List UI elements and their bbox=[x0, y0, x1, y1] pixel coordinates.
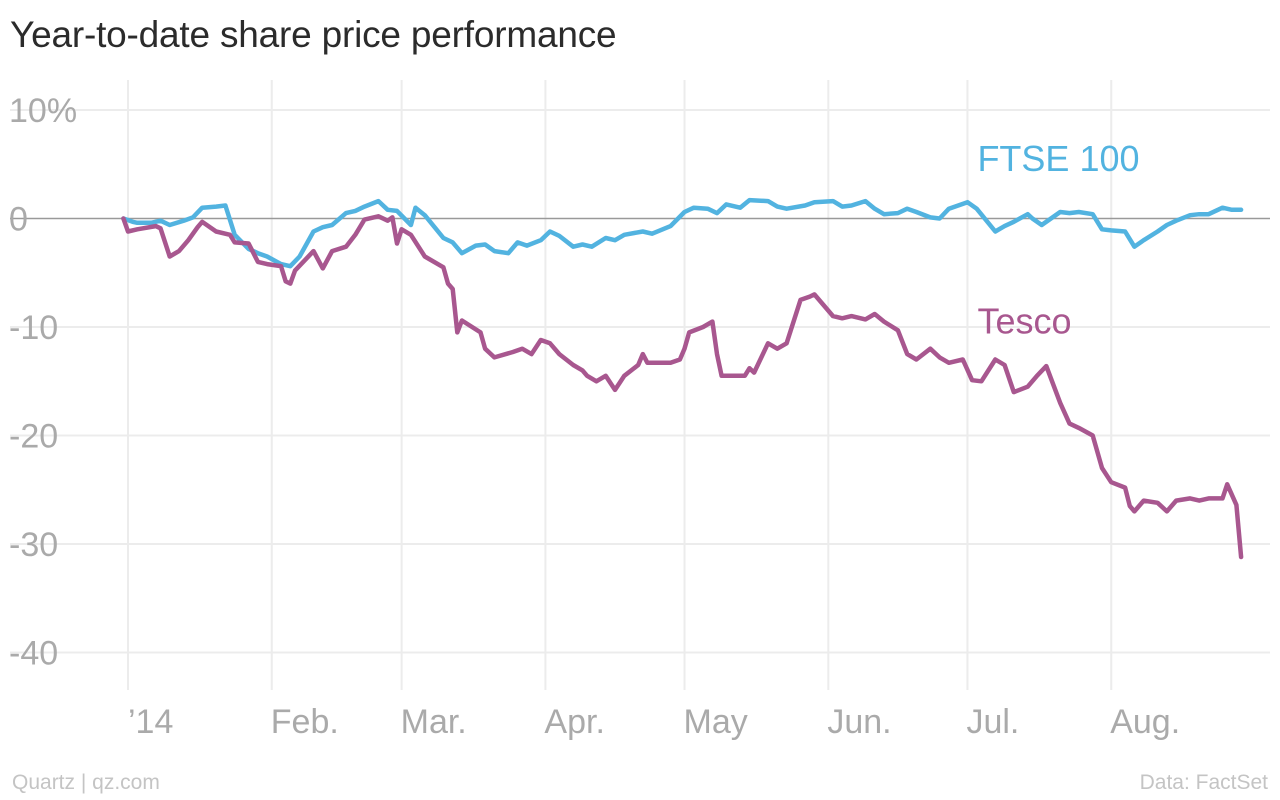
series-annotations: FTSE 100 Tesco bbox=[977, 138, 1139, 342]
x-tick-label: Aug. bbox=[1110, 703, 1180, 741]
x-tick-label: Jun. bbox=[827, 703, 891, 741]
y-tick-label: -30 bbox=[9, 526, 58, 564]
y-axis-tick-labels: 10% 0 -10 -20 -30 -40 bbox=[9, 92, 77, 673]
chart-title: Year-to-date share price performance bbox=[10, 14, 617, 55]
x-tick-label: May bbox=[684, 703, 748, 741]
y-gridlines bbox=[10, 109, 1270, 654]
x-tick-label: Jul. bbox=[966, 703, 1019, 741]
y-tick-label: 10% bbox=[9, 92, 77, 130]
y-tick-label: -10 bbox=[9, 309, 58, 347]
y-tick-label: -40 bbox=[9, 635, 58, 673]
series-label: FTSE 100 bbox=[977, 138, 1139, 179]
x-axis-tick-labels: ’14 Feb. Mar. Apr. May Jun. Jul. Aug. bbox=[128, 703, 1180, 741]
y-tick-label: -20 bbox=[9, 418, 58, 456]
series-line-tesco bbox=[121, 214, 1244, 560]
series-line-ftse-100 bbox=[121, 197, 1244, 269]
x-tick-label: ’14 bbox=[128, 703, 173, 741]
source-credit: Quartz | qz.com bbox=[12, 771, 160, 794]
x-tick-label: Apr. bbox=[544, 703, 604, 741]
series-lines bbox=[121, 197, 1244, 560]
y-tick-label: 0 bbox=[9, 201, 28, 239]
x-gridlines bbox=[127, 80, 1113, 690]
x-tick-label: Mar. bbox=[401, 703, 467, 741]
x-tick-label: Feb. bbox=[271, 703, 339, 741]
series-label: Tesco bbox=[977, 301, 1071, 342]
data-source: Data: FactSet bbox=[1139, 771, 1268, 794]
